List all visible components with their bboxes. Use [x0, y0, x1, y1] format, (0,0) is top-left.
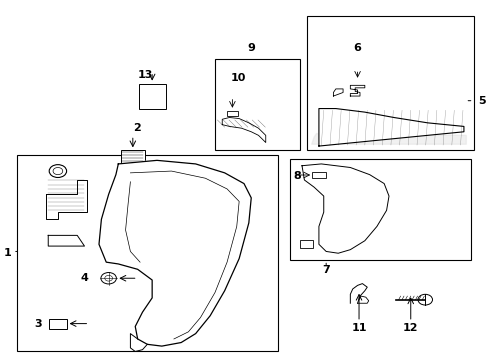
Text: 12: 12	[402, 323, 418, 333]
Polygon shape	[302, 164, 388, 253]
Polygon shape	[99, 160, 251, 346]
Polygon shape	[46, 180, 87, 219]
Bar	[226, 111, 238, 116]
Bar	[49, 319, 66, 329]
Text: 3: 3	[35, 319, 42, 329]
Polygon shape	[333, 89, 343, 96]
Text: 6: 6	[353, 43, 361, 53]
Text: 8: 8	[293, 171, 301, 181]
Text: 13: 13	[138, 69, 153, 80]
Polygon shape	[48, 235, 84, 246]
Bar	[121, 150, 144, 163]
Polygon shape	[222, 117, 265, 143]
Text: 2: 2	[133, 123, 140, 133]
Bar	[138, 84, 165, 109]
Bar	[311, 172, 325, 178]
Circle shape	[104, 275, 112, 281]
Text: 4: 4	[81, 273, 88, 283]
Text: 10: 10	[230, 73, 245, 83]
Text: 9: 9	[247, 43, 255, 53]
Polygon shape	[318, 109, 463, 146]
Text: 5: 5	[477, 96, 485, 106]
Text: 7: 7	[322, 265, 329, 275]
Bar	[299, 240, 312, 248]
Polygon shape	[349, 85, 364, 96]
Circle shape	[101, 273, 116, 284]
Text: 1: 1	[3, 248, 11, 258]
Polygon shape	[311, 134, 466, 144]
Text: 11: 11	[350, 323, 366, 333]
